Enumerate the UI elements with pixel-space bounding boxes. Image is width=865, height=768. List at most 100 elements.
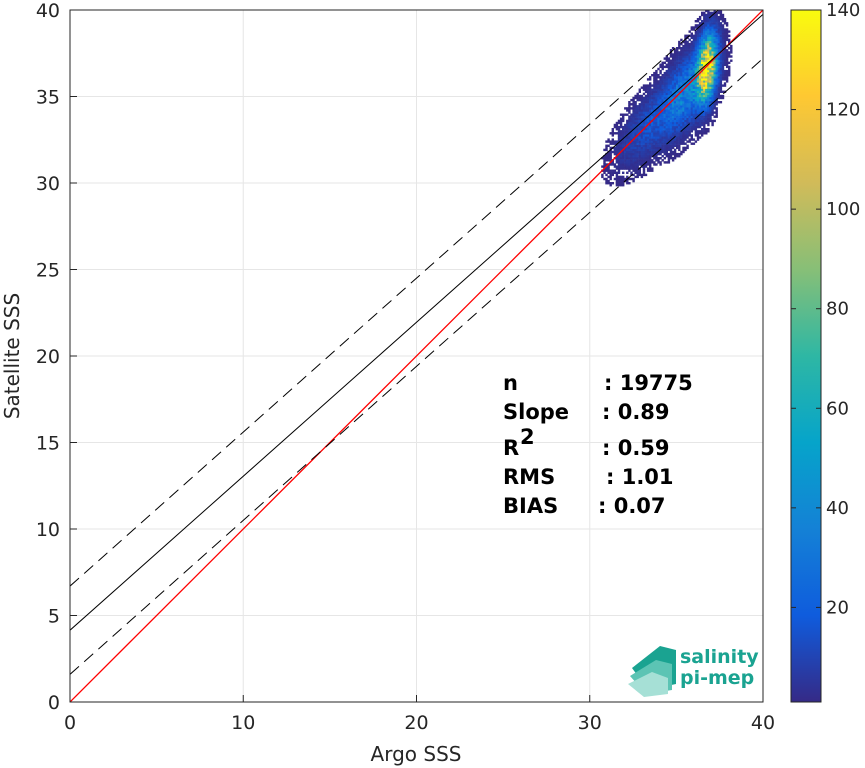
density-cell <box>711 34 714 37</box>
density-cell <box>676 74 679 77</box>
density-cell <box>642 121 646 125</box>
density-cell <box>728 65 731 69</box>
density-cell <box>701 134 704 137</box>
density-cell <box>649 105 652 108</box>
density-cell <box>669 76 673 79</box>
density-cell <box>646 119 650 123</box>
density-cell <box>703 123 706 127</box>
density-cell <box>622 157 625 160</box>
density-cell <box>678 90 681 93</box>
density-cell <box>669 59 673 62</box>
density-cell <box>653 90 656 93</box>
density-cell <box>690 134 693 137</box>
density-cell <box>632 177 635 181</box>
density-cell <box>694 80 698 83</box>
density-cell <box>607 165 610 168</box>
density-cell <box>696 92 700 96</box>
density-cell <box>667 128 671 131</box>
density-cell <box>669 109 673 112</box>
density-cell <box>673 78 677 81</box>
density-cell <box>642 134 646 137</box>
density-cell <box>636 159 639 162</box>
density-cell <box>665 96 668 100</box>
density-cell <box>661 117 664 120</box>
density-cell <box>651 136 654 139</box>
density-cell <box>644 146 648 150</box>
density-cell <box>713 26 716 29</box>
density-cell <box>626 152 629 156</box>
density-cell <box>676 105 679 108</box>
density-cell <box>651 84 654 87</box>
density-cell <box>667 63 671 66</box>
density-cell <box>661 123 664 127</box>
density-cell <box>694 88 698 91</box>
density-cell <box>642 140 646 143</box>
density-cell <box>676 109 679 112</box>
density-cell <box>686 130 689 133</box>
density-cell <box>717 65 720 69</box>
density-cell <box>725 61 729 64</box>
density-cell <box>611 140 614 143</box>
density-cell <box>649 107 652 110</box>
density-cell <box>617 159 621 162</box>
density-cell <box>707 117 710 120</box>
density-cell <box>624 132 627 135</box>
density-cell <box>711 32 714 35</box>
density-cell <box>715 13 718 17</box>
density-cell <box>646 107 650 110</box>
density-cell <box>682 40 685 44</box>
density-cell <box>719 42 723 46</box>
stat-label: R <box>503 436 519 460</box>
density-cell <box>719 76 723 79</box>
density-cell <box>632 107 635 110</box>
density-cell <box>690 59 693 62</box>
density-cell <box>671 130 675 133</box>
density-cell <box>634 111 637 114</box>
density-cell <box>707 69 710 73</box>
density-cell <box>698 15 702 19</box>
density-cell <box>653 155 656 158</box>
density-cell <box>651 152 654 156</box>
density-cell <box>680 132 683 135</box>
density-cell <box>721 32 725 35</box>
density-cell <box>688 132 691 135</box>
density-cell <box>713 63 716 66</box>
density-cell <box>638 111 641 114</box>
density-cell <box>690 65 693 69</box>
density-cell <box>692 107 696 110</box>
density-cell <box>655 123 658 127</box>
density-cell <box>721 84 725 87</box>
density-cell <box>703 84 706 87</box>
density-cell <box>644 109 648 112</box>
density-cell <box>671 113 675 116</box>
density-cell <box>673 134 677 137</box>
density-cell <box>624 123 627 127</box>
density-cell <box>694 90 698 93</box>
density-cell <box>644 134 648 137</box>
density-cell <box>659 86 662 89</box>
density-cell <box>692 111 696 114</box>
density-cell <box>673 88 677 91</box>
density-cell <box>690 92 693 96</box>
density-cell <box>667 142 671 145</box>
density-cell <box>711 101 714 104</box>
density-cell <box>705 78 708 81</box>
density-cell <box>707 94 710 98</box>
density-cell <box>688 80 691 83</box>
density-cell <box>682 111 685 114</box>
density-cell <box>694 125 698 129</box>
density-cell <box>694 47 698 50</box>
density-cell <box>684 36 687 39</box>
density-cell <box>703 22 706 25</box>
density-cell <box>632 125 635 129</box>
density-cell <box>676 59 679 62</box>
density-cell <box>709 117 712 120</box>
density-cell <box>715 111 718 114</box>
density-cell <box>673 71 677 75</box>
density-cell <box>711 88 714 91</box>
density-cell <box>663 140 666 143</box>
density-cell <box>673 105 677 108</box>
density-cell <box>723 63 727 66</box>
density-cell <box>717 96 720 100</box>
density-cell <box>632 119 635 123</box>
